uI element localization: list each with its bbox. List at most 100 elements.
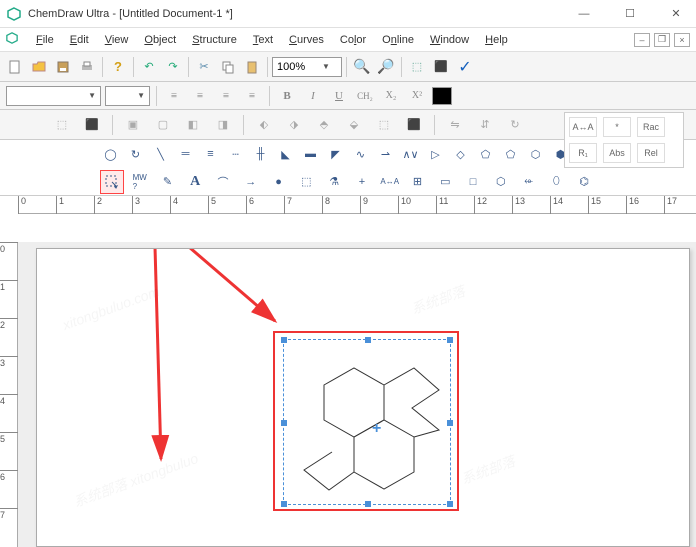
stereo-rac[interactable]: Rac bbox=[637, 117, 665, 137]
stereo-star[interactable]: * bbox=[603, 117, 631, 137]
arrow-tool-icon[interactable]: → bbox=[239, 170, 263, 194]
menu-file[interactable]: File bbox=[28, 32, 62, 48]
rotate-tool-icon[interactable]: ↻ bbox=[125, 142, 146, 166]
doc-close-button[interactable]: × bbox=[674, 33, 690, 47]
stereo-r[interactable]: R₁ bbox=[569, 143, 597, 163]
orbital-tool-icon[interactable]: ● bbox=[267, 170, 291, 194]
ring5b-icon[interactable]: ⬠ bbox=[500, 142, 521, 166]
template-boat-icon[interactable]: ⬰ bbox=[517, 170, 541, 194]
ring5-icon[interactable]: ⬠ bbox=[475, 142, 496, 166]
save-icon[interactable] bbox=[52, 56, 74, 78]
table-tool-icon[interactable]: ⊞ bbox=[406, 170, 430, 194]
zoom-out-icon[interactable]: 🔎 bbox=[375, 56, 397, 78]
hash-bond-icon[interactable]: ╫ bbox=[250, 142, 271, 166]
zoom-in-icon[interactable]: 🔍 bbox=[351, 56, 373, 78]
align-c-icon[interactable]: ⬗ bbox=[282, 114, 306, 136]
query-tool-icon[interactable]: A↔A bbox=[378, 170, 402, 194]
align-t-icon[interactable]: ⬙ bbox=[342, 114, 366, 136]
group-icon[interactable]: ⬚ bbox=[50, 114, 74, 136]
cleanup-icon[interactable]: ⬚ bbox=[406, 56, 428, 78]
hollow-wedge-icon[interactable]: ◤ bbox=[325, 142, 346, 166]
ring3-icon[interactable]: ▷ bbox=[425, 142, 446, 166]
text-tool-icon[interactable]: A bbox=[183, 170, 207, 194]
superscript-button[interactable]: X² bbox=[406, 85, 428, 107]
align-r-icon[interactable]: ⬘ bbox=[312, 114, 336, 136]
align-b-icon[interactable]: ⬛ bbox=[402, 114, 426, 136]
forward-icon[interactable]: ◧ bbox=[181, 114, 205, 136]
align-left-icon[interactable]: ≡ bbox=[163, 85, 185, 107]
menu-window[interactable]: Window bbox=[422, 32, 477, 48]
open-icon[interactable] bbox=[28, 56, 50, 78]
size-combo[interactable]: ▼ bbox=[105, 86, 150, 106]
align-right-icon[interactable]: ≡ bbox=[215, 85, 237, 107]
underline-button[interactable]: U bbox=[328, 85, 350, 107]
ring6-icon[interactable]: ⬡ bbox=[525, 142, 546, 166]
undo-icon[interactable]: ↶ bbox=[138, 56, 160, 78]
menu-help[interactable]: Help bbox=[477, 32, 516, 48]
wedge-bond-icon[interactable]: ◣ bbox=[275, 142, 296, 166]
document-page[interactable]: + bbox=[36, 248, 690, 547]
menu-text[interactable]: Text bbox=[245, 32, 281, 48]
close-button[interactable]: ✕ bbox=[662, 2, 690, 26]
copy-icon[interactable] bbox=[217, 56, 239, 78]
stereo-abs[interactable]: Abs bbox=[603, 143, 631, 163]
menu-edit[interactable]: Edit bbox=[62, 32, 97, 48]
chem-tool-icon[interactable]: ⚗ bbox=[322, 170, 346, 194]
template-hex-icon[interactable]: ⬡ bbox=[489, 170, 513, 194]
subscript-button[interactable]: X₂ bbox=[380, 85, 402, 107]
rotate-icon[interactable]: ↻ bbox=[503, 114, 527, 136]
font-combo[interactable]: ▼ bbox=[6, 86, 101, 106]
help-icon[interactable]: ? bbox=[107, 56, 129, 78]
stereo-rel[interactable]: Rel bbox=[637, 143, 665, 163]
triple-bond-icon[interactable]: ≡ bbox=[200, 142, 221, 166]
dashed-bond-icon[interactable]: ┄ bbox=[225, 142, 246, 166]
pen-tool-icon[interactable]: ✎ bbox=[156, 170, 180, 194]
menu-online[interactable]: Online bbox=[374, 32, 422, 48]
ring4-icon[interactable]: ◇ bbox=[450, 142, 471, 166]
align-l-icon[interactable]: ⬖ bbox=[252, 114, 276, 136]
menu-curves[interactable]: Curves bbox=[281, 32, 332, 48]
charge-tool-icon[interactable]: + bbox=[350, 170, 374, 194]
dative-bond-icon[interactable]: ⇀ bbox=[375, 142, 396, 166]
front-icon[interactable]: ▣ bbox=[121, 114, 145, 136]
lasso-tool-icon[interactable]: ◯ bbox=[100, 142, 121, 166]
redo-icon[interactable]: ↷ bbox=[162, 56, 184, 78]
zoom-input[interactable] bbox=[277, 61, 322, 73]
zoom-dropdown-icon[interactable]: ▼ bbox=[322, 62, 330, 71]
minimize-button[interactable]: — bbox=[570, 2, 598, 26]
cut-icon[interactable]: ✂ bbox=[193, 56, 215, 78]
bold-bond-icon[interactable]: ▬ bbox=[300, 142, 321, 166]
chemical-structure[interactable] bbox=[284, 340, 452, 506]
italic-button[interactable]: I bbox=[302, 85, 324, 107]
wavy-bond-icon[interactable]: ∿ bbox=[350, 142, 371, 166]
print-icon[interactable] bbox=[76, 56, 98, 78]
paste-icon[interactable] bbox=[241, 56, 263, 78]
arc-tool-icon[interactable]: ⌒ bbox=[211, 170, 235, 194]
color-swatch[interactable] bbox=[432, 87, 452, 105]
doc-restore-button[interactable]: ❐ bbox=[654, 33, 670, 47]
eraser-tool-icon[interactable]: MW? bbox=[128, 170, 152, 194]
benzene-icon[interactable]: ⌬ bbox=[572, 170, 596, 194]
formula-button[interactable]: CH₂ bbox=[354, 85, 376, 107]
bold-button[interactable]: B bbox=[276, 85, 298, 107]
ungroup-icon[interactable]: ⬛ bbox=[80, 114, 104, 136]
marquee-select-tool[interactable] bbox=[100, 170, 124, 194]
zoom-combo[interactable]: ▼ bbox=[272, 57, 342, 77]
flip-h-icon[interactable]: ⇋ bbox=[443, 114, 467, 136]
stereo-aa[interactable]: A↔A bbox=[569, 117, 597, 137]
selection-marquee[interactable]: + bbox=[283, 339, 451, 505]
backward-icon[interactable]: ◨ bbox=[211, 114, 235, 136]
maximize-button[interactable]: ☐ bbox=[616, 2, 644, 26]
chain-tool-icon[interactable]: ∧∨ bbox=[400, 142, 421, 166]
analyze-icon[interactable]: ⬛ bbox=[430, 56, 452, 78]
flip-v-icon[interactable]: ⇵ bbox=[473, 114, 497, 136]
bracket-tool-icon[interactable]: ⬚ bbox=[294, 170, 318, 194]
align-center-icon[interactable]: ≡ bbox=[189, 85, 211, 107]
doc-minimize-button[interactable]: – bbox=[634, 33, 650, 47]
menu-structure[interactable]: Structure bbox=[184, 32, 245, 48]
single-bond-icon[interactable]: ╲ bbox=[150, 142, 171, 166]
menu-color[interactable]: Color bbox=[332, 32, 374, 48]
tlc-tool-icon[interactable]: ▭ bbox=[433, 170, 457, 194]
double-bond-icon[interactable]: ═ bbox=[175, 142, 196, 166]
menu-view[interactable]: View bbox=[97, 32, 137, 48]
